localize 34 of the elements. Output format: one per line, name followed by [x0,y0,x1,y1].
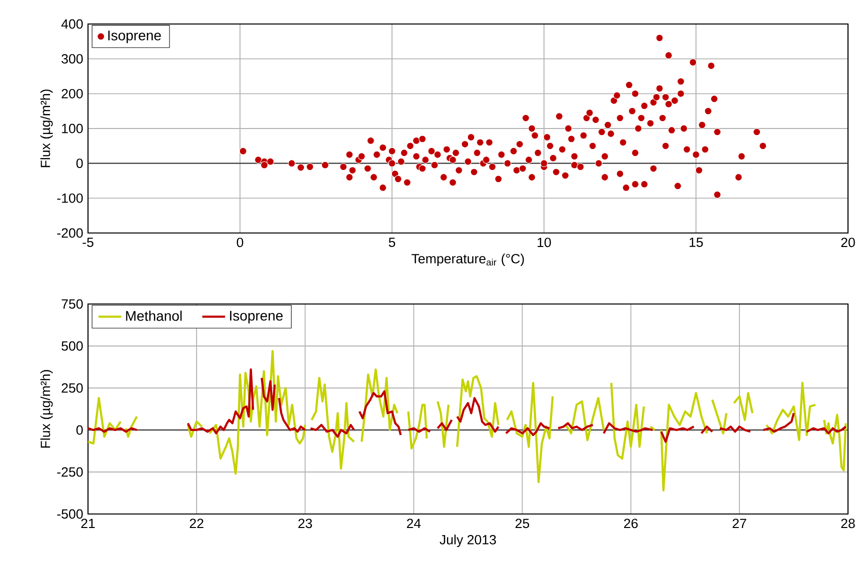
x-tick-label: 10 [538,238,551,248]
x-axis-title: Temperature$_{air}$ (°C) [412,254,524,266]
y-tick-label: 200 [62,88,83,98]
x-tick-label: 25 [516,518,530,528]
x-tick-label: 20 [841,238,855,248]
legend-label: Methanol [126,310,182,321]
legend-label: Isoprene [108,30,161,44]
x-tick-label: 28 [841,518,855,528]
y-tick-label: 100 [62,124,83,134]
y-tick-label: -200 [57,228,83,238]
y-tick-label: -250 [57,467,83,477]
y-axis-title: Flux (µg/m²h) [40,90,53,168]
y-tick-label: 750 [62,299,83,309]
x-tick-label: 5 [388,238,396,247]
y-tick-label: 400 [61,19,83,29]
x-tick-label: 23 [298,518,312,528]
x-axis-title: July 2013 [440,534,496,548]
x-tick-label: 15 [690,238,703,247]
x-tick-label: 27 [732,518,746,528]
x-tick-label: 21 [81,518,95,528]
x-tick-label: 0 [236,238,244,248]
y-axis-title: Flux (µg/m²h) [40,370,53,448]
y-tick-label: 300 [62,54,83,64]
y-tick-label: 250 [62,383,83,393]
y-tick-label: -100 [57,193,83,203]
y-tick-label: 500 [62,341,83,351]
x-tick-label: -5 [82,238,94,247]
y-tick-label: 0 [76,425,83,435]
legend-label: Isoprene [230,310,283,324]
x-tick-label: 26 [624,518,638,528]
x-tick-label: 24 [406,518,421,528]
y-tick-label: -500 [57,509,83,519]
y-tick-label: 0 [76,158,83,168]
x-tick-label: 22 [190,518,204,528]
